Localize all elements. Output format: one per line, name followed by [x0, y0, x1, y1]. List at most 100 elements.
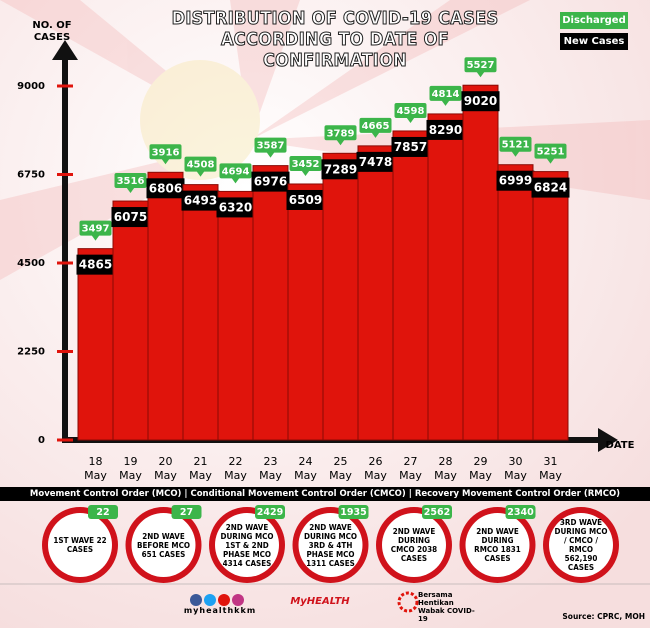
discharged-label: 5527 — [467, 60, 495, 71]
wave-text: 2ND WAVE DURING MCO 1ST & 2ND PHASE MCO … — [220, 522, 274, 568]
new-cases-label: 6493 — [184, 194, 217, 208]
new-cases-label-bg — [531, 177, 570, 198]
new-cases-label: 7478 — [359, 155, 392, 169]
discharged-label-bg — [499, 136, 532, 152]
bar — [252, 165, 289, 441]
discharged-label: 4598 — [397, 106, 425, 117]
discharged-label-bg — [219, 163, 252, 179]
discharged-label: 3587 — [257, 141, 285, 152]
x-axis-arrow — [598, 428, 618, 452]
wave-circle-inner — [131, 513, 196, 577]
new-cases-label: 6806 — [149, 181, 182, 195]
new-cases-label-bg — [181, 190, 220, 211]
social-icon — [190, 594, 202, 606]
discharged-label-bg — [254, 137, 287, 153]
wave-text: 2ND WAVE BEFORE MCO 651 CASES — [137, 531, 190, 559]
new-cases-label: 8290 — [429, 123, 462, 137]
discharged-label-bg — [114, 173, 147, 189]
bar — [112, 200, 149, 441]
x-tick-label: 25 May — [329, 455, 352, 482]
legend-entry: New Cases — [560, 33, 628, 50]
discharged-pointer — [406, 117, 415, 123]
new-cases-label-bg — [76, 254, 115, 275]
wave-circle-inner — [465, 513, 530, 577]
wave-badge-bg — [505, 505, 536, 519]
new-cases-label-bg — [286, 189, 325, 210]
new-cases-label: 6824 — [534, 181, 567, 195]
new-cases-label: 6999 — [499, 174, 532, 188]
x-tick-label: 20 May — [154, 455, 177, 482]
wave-badge-bg — [171, 505, 202, 519]
new-cases-label: 4865 — [79, 258, 112, 272]
new-cases-label: 7857 — [394, 140, 427, 154]
discharged-pointer — [511, 151, 520, 157]
y-tick-label: 4500 — [17, 258, 45, 269]
discharged-label: 3789 — [327, 128, 355, 139]
discharged-label-bg — [289, 155, 322, 171]
discharged-pointer — [126, 187, 135, 194]
bar — [357, 145, 394, 441]
discharged-label: 5251 — [537, 147, 565, 158]
social-handle: myhealthkkm — [183, 606, 257, 615]
x-tick-label: 18 May — [84, 455, 107, 482]
bar — [497, 164, 534, 441]
social-icon — [204, 594, 216, 606]
bar — [427, 113, 464, 441]
social-icon — [218, 594, 230, 606]
new-cases-label-bg — [391, 136, 430, 157]
new-cases-label-bg — [111, 207, 150, 228]
chart-title: DISTRIBUTION OF COVID-19 CASES ACCORDING… — [171, 8, 499, 72]
discharged-label: 3916 — [152, 147, 180, 158]
new-cases-label-bg — [426, 119, 465, 140]
x-tick-label: 31 May — [539, 455, 562, 482]
x-axis-label: DATE — [605, 440, 635, 451]
discharged-label-bg — [534, 143, 567, 159]
discharged-label-bg — [79, 220, 112, 236]
discharged-label: 4814 — [432, 89, 460, 100]
discharged-pointer — [266, 152, 275, 158]
discharged-label-bg — [149, 144, 182, 160]
x-tick-label: 19 May — [119, 455, 142, 482]
y-tick-label: 2250 — [17, 347, 45, 358]
discharged-label-bg — [324, 125, 357, 141]
new-cases-label-bg — [216, 197, 255, 218]
x-tick-label: 28 May — [434, 455, 457, 482]
wave-badge: 2562 — [424, 507, 450, 518]
y-tick-label: 0 — [38, 435, 45, 446]
discharged-label: 4665 — [362, 121, 390, 132]
y-tick-label: 9000 — [17, 81, 45, 92]
wave-text: 2ND WAVE DURING RMCO 1831 CASES — [474, 527, 521, 563]
banner-bg — [0, 487, 650, 501]
discharged-pointer — [196, 171, 205, 177]
discharged-pointer — [371, 132, 380, 138]
x-tick-label: 27 May — [399, 455, 422, 482]
discharged-pointer — [546, 158, 555, 164]
wave-badge: 2429 — [257, 507, 283, 518]
wave-circle-inner — [48, 513, 112, 577]
banner: Movement Control Order (MCO) | Condition… — [29, 489, 621, 499]
wave-badge-bg — [338, 505, 369, 519]
legend-entry: Discharged — [560, 12, 628, 29]
wave-text: 2ND WAVE DURING CMCO 2038 CASES — [390, 527, 438, 563]
x-tick-label: 29 May — [469, 455, 492, 482]
discharged-label: 4694 — [222, 166, 250, 177]
bar — [532, 171, 569, 441]
new-cases-label-bg — [356, 151, 395, 172]
new-cases-label-bg — [461, 91, 500, 112]
discharged-pointer — [161, 158, 170, 165]
new-cases-label-bg — [146, 178, 185, 199]
wave-circle-inner — [382, 513, 446, 577]
bar — [322, 152, 359, 441]
wave-circle-inner — [549, 513, 613, 577]
new-cases-label: 6075 — [114, 210, 147, 224]
discharged-label: 3497 — [82, 224, 110, 235]
campaign-icon — [397, 591, 419, 613]
new-cases-label: 6976 — [254, 175, 287, 189]
discharged-label: 5121 — [502, 140, 530, 151]
x-tick-label: 24 May — [294, 455, 317, 482]
new-cases-label: 6320 — [219, 200, 252, 214]
wave-circle-inner — [298, 513, 363, 577]
wave-badge: 22 — [96, 507, 109, 518]
wave-text: 3RD WAVE DURING MCO / CMCO / RMCO 562,19… — [554, 518, 608, 572]
